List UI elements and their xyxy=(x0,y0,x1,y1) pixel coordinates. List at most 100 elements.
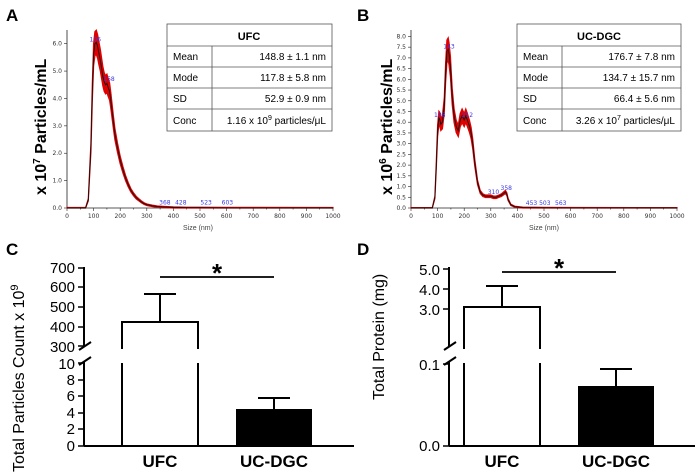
y-tick-5-d: 5.0 xyxy=(419,262,440,279)
y-axis-label-c: Total Particles Count x 109 xyxy=(9,284,28,472)
peak-label-a: 603 xyxy=(222,199,234,206)
peak-label-b: 108 xyxy=(434,112,446,119)
stats-table-b: UC-DGC Mean 176.7 ± 7.8 nm Mode 134.7 ± … xyxy=(516,23,682,132)
axis-break-upper-d xyxy=(443,341,457,351)
bar-chart-d: Total Protein (mg) 5.0 4.0 3.0 0.1 0.0 xyxy=(371,253,695,471)
x-tick-label-b: 1000 xyxy=(669,213,684,220)
panel-label-a: A xyxy=(6,6,18,25)
y-tick-3-d: 3.0 xyxy=(419,302,440,319)
y-tick-label-b: 5.5 xyxy=(396,87,406,94)
peak-label-b: 563 xyxy=(555,200,567,207)
peak-label-b: 358 xyxy=(501,185,513,192)
peak-label-b: 453 xyxy=(526,200,538,207)
y-tick-label-a: 2.0 xyxy=(52,150,62,157)
bar-ufc-d xyxy=(463,285,541,445)
mean-curve-b xyxy=(411,48,678,209)
stats-label-conc-b: Conc xyxy=(523,116,546,127)
bar-ucdgc-d xyxy=(578,368,654,446)
tick-labels-b: 0 100 200 300 400 500 600 700 800 900 1000 0.0 0.5 1.… xyxy=(396,33,684,220)
stats-label-mode-a: Mode xyxy=(173,73,198,84)
y-tick-6-c: 6 xyxy=(67,388,75,405)
y-tick-label-b: 7.5 xyxy=(396,44,406,51)
y-tick-0-c: 0 xyxy=(67,438,75,455)
y-tick-label-b: 4.0 xyxy=(396,119,406,126)
category-ufc-c: UFC xyxy=(143,452,178,471)
y-tick-600-c: 600 xyxy=(50,279,75,296)
x-tick-label-b: 400 xyxy=(512,213,524,220)
y-tick-label-b: 3.5 xyxy=(396,130,406,137)
x-axis-label-a: Size (nm) xyxy=(183,225,213,232)
y-tick-label-b: 2.5 xyxy=(396,151,406,158)
x-tick-label-a: 500 xyxy=(194,213,206,220)
y-tick-label-a: 4.0 xyxy=(52,95,62,102)
panel-label-b: B xyxy=(357,6,369,25)
x-tick-label-b: 900 xyxy=(645,213,657,220)
bar-chart-c: Total Particles Count x 109 700 600 500 … xyxy=(9,258,354,472)
y-tick-label-a: 0.0 xyxy=(52,205,62,212)
bar-ufc-c xyxy=(121,293,199,445)
stats-label-sd-b: SD xyxy=(523,94,537,105)
panel-label-c: C xyxy=(6,240,18,259)
y-tick-8-c: 8 xyxy=(67,372,75,389)
x-tick-label-a: 300 xyxy=(141,213,153,220)
stats-table-border-b xyxy=(516,23,682,132)
stats-value-sd-b: 66.4 ± 5.6 nm xyxy=(614,94,675,105)
significance-star-c: * xyxy=(212,258,223,288)
significance-star-d: * xyxy=(554,253,565,283)
stats-value-mode-a: 117.8 ± 5.8 nm xyxy=(260,73,326,84)
y-tick-4-c: 4 xyxy=(67,405,75,422)
y-tick-label-a: 5.0 xyxy=(52,68,62,75)
x-tick-label-b: 0 xyxy=(409,213,413,220)
stats-value-conc-a: 1.16 x 109 particles/μL xyxy=(227,115,327,127)
category-ucdgc-d: UC-DGC xyxy=(582,452,650,471)
stats-value-mean-a: 148.8 ± 1.1 nm xyxy=(259,52,326,63)
stats-label-sd-a: SD xyxy=(173,94,187,105)
stats-value-mean-b: 176.7 ± 7.8 nm xyxy=(608,52,675,63)
x-tick-label-b: 500 xyxy=(538,213,550,220)
category-ucdgc-c: UC-DGC xyxy=(240,452,308,471)
y-axis-label-d: Total Protein (mg) xyxy=(371,274,388,400)
y-tick-0.1-d: 0.1 xyxy=(419,357,440,374)
stats-table-border-a xyxy=(166,23,333,132)
x-tick-label-a: 600 xyxy=(221,213,233,220)
y-tick-label-b: 8.0 xyxy=(396,33,406,40)
x-tick-label-a: 700 xyxy=(247,213,259,220)
y-tick-label-b: 1.5 xyxy=(396,173,406,180)
x-tick-label-a: 800 xyxy=(274,213,286,220)
peak-label-a: 106 xyxy=(89,36,101,43)
x-tick-label-a: 0 xyxy=(65,213,69,220)
peak-label-a: 428 xyxy=(175,199,187,206)
y-tick-label-a: 3.0 xyxy=(52,123,62,130)
y-tick-label-b: 0.0 xyxy=(396,205,406,212)
peak-label-a: 523 xyxy=(200,199,212,206)
x-tick-label-a: 1000 xyxy=(325,213,340,220)
y-axis-label-a: x 107 Particles/mL xyxy=(32,58,50,195)
stats-table-a: UFC Mean 148.8 ± 1.1 nm Mode 117.8 ± 5.8… xyxy=(166,23,333,132)
y-tick-400-c: 400 xyxy=(50,319,75,336)
stats-label-mode-b: Mode xyxy=(523,73,548,84)
x-tick-label-b: 700 xyxy=(591,213,603,220)
peak-label-a: 368 xyxy=(159,199,171,206)
x-tick-label-a: 100 xyxy=(88,213,100,220)
axis-break-upper-c xyxy=(78,341,92,351)
x-tick-label-b: 600 xyxy=(565,213,577,220)
panel-label-d: D xyxy=(357,240,369,259)
y-tick-500-c: 500 xyxy=(50,299,75,316)
y-ticks-upper-d: 5.0 4.0 3.0 xyxy=(419,262,449,319)
stats-value-mode-b: 134.7 ± 15.7 nm xyxy=(603,73,675,84)
peak-label-b: 212 xyxy=(462,112,474,119)
y-tick-300-c: 300 xyxy=(50,339,75,356)
y-tick-label-b: 0.5 xyxy=(396,194,406,201)
y-tick-0.0-d: 0.0 xyxy=(419,438,440,455)
y-tick-label-b: 4.5 xyxy=(396,108,406,115)
y-tick-700-c: 700 xyxy=(50,260,75,277)
y-ticks-lower-d: 0.1 0.0 xyxy=(419,357,449,455)
x-tick-label-a: 900 xyxy=(301,213,313,220)
y-tick-10-c: 10 xyxy=(58,356,75,373)
stats-value-conc-b: 3.26 x 107 particles/μL xyxy=(576,115,676,127)
x-tick-label-a: 400 xyxy=(168,213,180,220)
peak-label-b: 503 xyxy=(539,200,551,207)
y-tick-label-b: 6.0 xyxy=(396,76,406,83)
